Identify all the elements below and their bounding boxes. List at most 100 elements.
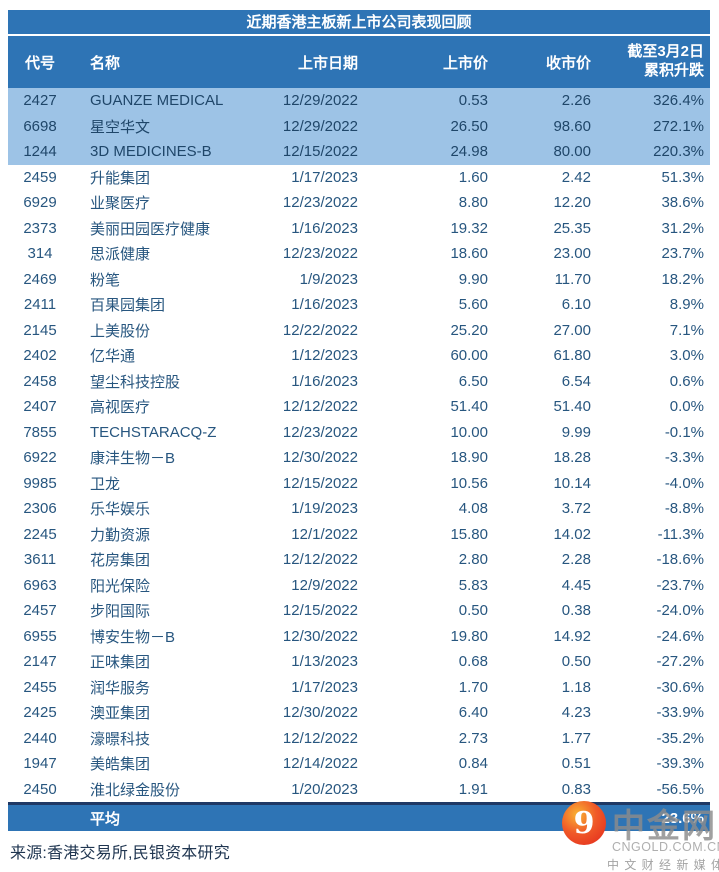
cell-change: 38.6% — [661, 194, 704, 212]
cell-close-price: 10.14 — [553, 474, 591, 492]
cell-ipo-price: 2.80 — [458, 551, 488, 569]
table-row: 6929 业聚医疗 12/23/2022 8.80 12.20 38.6% — [8, 190, 710, 216]
cell-ipo-price: 18.90 — [450, 449, 488, 467]
cell-code: 2306 — [23, 500, 57, 518]
cell-close-price: 1.18 — [561, 678, 591, 696]
cell-close-price: 2.26 — [561, 92, 591, 110]
cell-code: 2458 — [23, 372, 57, 390]
cell-code: 6929 — [23, 194, 57, 212]
average-label: 平均 — [90, 810, 121, 828]
col-header-cumulative-change: 截至3月2日 累积升跌 — [593, 43, 710, 81]
cell-close-price: 98.60 — [553, 117, 591, 135]
cell-code: 1947 — [23, 755, 57, 773]
table-row: 2147 正味集团 1/13/2023 0.68 0.50 -27.2% — [8, 649, 710, 675]
cell-date: 12/15/2022 — [282, 602, 358, 620]
cell-date: 12/30/2022 — [282, 627, 358, 645]
table-row: 2458 望尘科技控股 1/16/2023 6.50 6.54 0.6% — [8, 369, 710, 395]
cell-change: -35.2% — [656, 729, 704, 747]
cell-close-price: 6.54 — [561, 372, 591, 390]
cngold-logo-icon: 9 — [562, 801, 606, 845]
cell-ipo-price: 6.50 — [458, 372, 488, 390]
cell-change: 220.3% — [653, 143, 704, 161]
cell-name: 阳光保险 — [90, 577, 151, 595]
cell-close-price: 25.35 — [553, 219, 591, 237]
cell-change: -24.6% — [656, 627, 704, 645]
cell-name: 花房集团 — [90, 552, 151, 570]
cell-close-price: 14.02 — [553, 525, 591, 543]
table-bottom-divider — [8, 802, 710, 805]
cell-name: 升能集团 — [90, 169, 151, 187]
col-header-change-line1: 截至3月2日 — [627, 43, 704, 61]
cell-date: 12/29/2022 — [282, 117, 358, 135]
cell-close-price: 3.72 — [561, 500, 591, 518]
cell-close-price: 1.77 — [561, 729, 591, 747]
cell-change: 3.0% — [669, 347, 704, 365]
cell-code: 2402 — [23, 347, 57, 365]
cell-change: -8.8% — [664, 500, 704, 518]
cell-code: 6963 — [23, 576, 57, 594]
table-row: 2306 乐华娱乐 1/19/2023 4.08 3.72 -8.8% — [8, 496, 710, 522]
cell-close-price: 2.28 — [561, 551, 591, 569]
cell-close-price: 0.50 — [561, 653, 591, 671]
cell-code: 2407 — [23, 398, 57, 416]
cell-date: 1/12/2023 — [291, 347, 358, 365]
col-header-name: 名称 — [90, 54, 121, 72]
table-row: 6955 博安生物－B 12/30/2022 19.80 14.92 -24.6… — [8, 624, 710, 650]
cell-name: 亿华通 — [90, 348, 136, 366]
cell-date: 1/20/2023 — [291, 780, 358, 798]
cell-name: 乐华娱乐 — [90, 501, 151, 519]
cell-change: 23.7% — [661, 245, 704, 263]
cell-ipo-price: 60.00 — [450, 347, 488, 365]
watermark-domain: CNGOLD.COM.CN — [612, 840, 719, 854]
cell-close-price: 2.42 — [561, 168, 591, 186]
table-row: 2440 濠暻科技 12/12/2022 2.73 1.77 -35.2% — [8, 726, 710, 752]
cell-change: -39.3% — [656, 755, 704, 773]
cell-code: 2245 — [23, 525, 57, 543]
cell-code: 6698 — [23, 117, 57, 135]
cell-code: 7855 — [23, 423, 57, 441]
cell-date: 1/16/2023 — [291, 219, 358, 237]
cell-ipo-price: 24.98 — [450, 143, 488, 161]
cell-change: -4.0% — [664, 474, 704, 492]
cell-ipo-price: 4.08 — [458, 500, 488, 518]
table-row: 3611 花房集团 12/12/2022 2.80 2.28 -18.6% — [8, 547, 710, 573]
cell-ipo-price: 0.84 — [458, 755, 488, 773]
cell-date: 12/15/2022 — [282, 143, 358, 161]
cell-ipo-price: 1.70 — [458, 678, 488, 696]
average-value: 23.6% — [661, 809, 704, 827]
cell-ipo-price: 8.80 — [458, 194, 488, 212]
cell-change: 7.1% — [669, 321, 704, 339]
cell-name: 高视医疗 — [90, 399, 151, 417]
table-row: 2145 上美股份 12/22/2022 25.20 27.00 7.1% — [8, 318, 710, 344]
cell-name: 康沣生物－B — [90, 450, 176, 468]
cell-change: 31.2% — [661, 219, 704, 237]
cell-code: 2450 — [23, 780, 57, 798]
cell-ipo-price: 19.32 — [450, 219, 488, 237]
cell-code: 2427 — [23, 92, 57, 110]
cell-close-price: 18.28 — [553, 449, 591, 467]
cell-close-price: 27.00 — [553, 321, 591, 339]
cell-name: 博安生物－B — [90, 628, 176, 646]
cell-code: 2145 — [23, 321, 57, 339]
cell-name: 望尘科技控股 — [90, 373, 181, 391]
cell-ipo-price: 15.80 — [450, 525, 488, 543]
cell-close-price: 23.00 — [553, 245, 591, 263]
table-row: 2455 润华服务 1/17/2023 1.70 1.18 -30.6% — [8, 675, 710, 701]
table-row: 2373 美丽田园医疗健康 1/16/2023 19.32 25.35 31.2… — [8, 216, 710, 242]
table-row: 2469 粉笔 1/9/2023 9.90 11.70 18.2% — [8, 267, 710, 293]
cell-change: 272.1% — [653, 117, 704, 135]
cell-code: 3611 — [23, 551, 57, 569]
cell-change: -56.5% — [656, 780, 704, 798]
cell-name: 百果园集团 — [90, 297, 166, 315]
cell-code: 2459 — [23, 168, 57, 186]
table-row: 314 思派健康 12/23/2022 18.60 23.00 23.7% — [8, 241, 710, 267]
cell-close-price: 11.70 — [554, 270, 591, 288]
cell-name: 星空华文 — [90, 118, 151, 136]
cell-ipo-price: 25.20 — [450, 321, 488, 339]
cell-close-price: 61.80 — [553, 347, 591, 365]
cell-code: 2440 — [23, 729, 57, 747]
cell-date: 1/19/2023 — [291, 500, 358, 518]
cell-date: 12/15/2022 — [282, 474, 358, 492]
cell-change: -27.2% — [656, 653, 704, 671]
cell-code: 2457 — [23, 602, 57, 620]
